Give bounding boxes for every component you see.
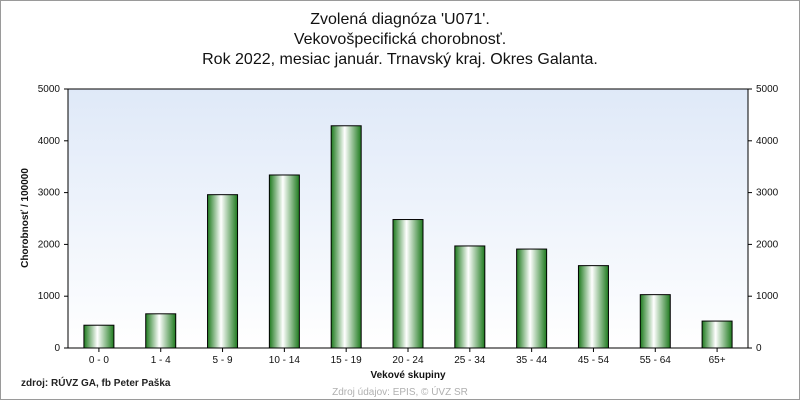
y-tick-label-right-3: 3000 (756, 188, 779, 199)
bars-group (83, 125, 733, 349)
y-tick-label-left-3: 3000 (38, 188, 61, 199)
x-tick-label-5: 20 - 24 (392, 355, 424, 366)
y-tick-label-left-0: 0 (54, 343, 60, 354)
x-axis-label: Vekové skupiny (370, 370, 445, 381)
bar-6 (454, 245, 486, 349)
data-source-note: Zdroj údajov: EPIS, © ÚVZ SR (332, 387, 468, 398)
chart-title: Zvolená diagnóza 'U071'. (310, 11, 490, 28)
bar-2 (207, 194, 239, 349)
x-tick-label-7: 35 - 44 (516, 355, 548, 366)
x-tick-label-8: 45 - 54 (578, 355, 610, 366)
bar-7 (516, 248, 548, 349)
x-tick-label-2: 5 - 9 (213, 355, 233, 366)
x-tick-label-0: 0 - 0 (89, 355, 109, 366)
x-tick-label-1: 1 - 4 (151, 355, 171, 366)
y-axis-label: Chorobnosť / 100000 (20, 168, 31, 268)
chart-subtitle-2: Rok 2022, mesiac január. Trnavský kraj. … (202, 51, 598, 68)
y-tick-label-left-5: 5000 (38, 84, 61, 95)
bar-0 (83, 324, 115, 349)
y-axis-left: 0 1000 2000 3000 4000 5000 (38, 84, 68, 354)
bar-10 (701, 320, 733, 349)
bar-5 (392, 219, 424, 349)
bar-3 (268, 174, 300, 349)
y-tick-label-right-5: 5000 (756, 84, 779, 95)
y-axis-right: 0 1000 2000 3000 4000 5000 (748, 84, 779, 354)
y-tick-label-right-4: 4000 (756, 136, 779, 147)
y-tick-label-right-1: 1000 (756, 291, 779, 302)
x-tick-label-4: 15 - 19 (331, 355, 363, 366)
x-tick-label-3: 10 - 14 (269, 355, 301, 366)
chart-subtitle: Vekovošpecifická chorobnosť. (293, 31, 507, 48)
source-note: zdroj: RÚVZ GA, fb Peter Paška (21, 378, 171, 389)
bar-8 (577, 265, 609, 349)
x-tick-label-9: 55 - 64 (640, 355, 672, 366)
y-tick-label-left-4: 4000 (38, 136, 61, 147)
y-tick-label-right-2: 2000 (756, 239, 779, 250)
x-tick-label-6: 25 - 34 (454, 355, 486, 366)
bar-4 (330, 125, 362, 349)
bar-1 (145, 313, 177, 349)
y-tick-label-left-1: 1000 (38, 291, 61, 302)
y-tick-label-right-0: 0 (756, 343, 762, 354)
x-axis: 0 - 0 1 - 4 5 - 9 10 - 14 15 - 19 20 - 24 25 -… (89, 348, 726, 366)
y-tick-label-left-2: 2000 (38, 239, 61, 250)
x-tick-label-10: 65+ (709, 355, 726, 366)
bar-9 (639, 294, 671, 349)
